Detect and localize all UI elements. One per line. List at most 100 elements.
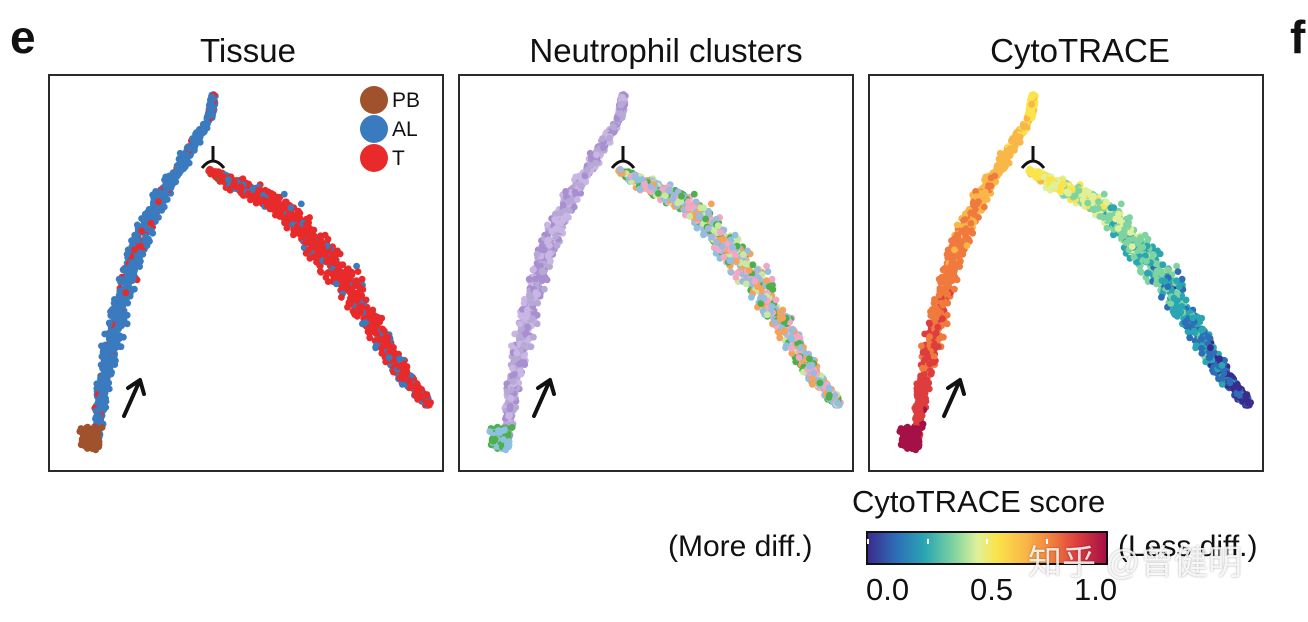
cell-point — [541, 246, 548, 254]
cell-point — [119, 315, 126, 323]
cell-point — [776, 334, 784, 342]
cell-point — [617, 166, 624, 174]
cell-point — [98, 342, 105, 350]
cell-point — [744, 260, 751, 268]
cell-point — [782, 342, 790, 349]
cell-point — [548, 227, 555, 235]
cell-point — [718, 243, 726, 250]
cell-point — [697, 204, 705, 212]
cell-point — [524, 323, 532, 331]
cell-point — [287, 204, 295, 212]
cell-point — [255, 187, 263, 194]
cell-point — [921, 330, 929, 338]
cell-point — [533, 311, 541, 319]
cell-point — [276, 213, 284, 220]
cell-point — [79, 436, 86, 444]
cell-point — [190, 144, 197, 151]
panel-title-tissue: Tissue — [200, 32, 296, 69]
cell-point — [122, 289, 130, 297]
cell-point — [298, 233, 306, 241]
cell-point — [339, 261, 347, 269]
cell-point — [136, 263, 143, 270]
legend-label-t: T — [392, 147, 405, 170]
cell-point — [565, 214, 572, 221]
cell-point — [692, 198, 700, 206]
cell-point — [746, 266, 753, 274]
cell-point — [147, 219, 155, 227]
cell-point — [292, 215, 300, 223]
cell-point — [280, 190, 288, 198]
cell-point — [294, 225, 302, 232]
cell-point — [584, 166, 591, 174]
cell-point — [489, 436, 496, 444]
cell-point — [163, 196, 171, 203]
legend-dot-al — [360, 115, 388, 143]
cell-point — [203, 115, 211, 122]
cell-point — [206, 110, 214, 117]
cell-point — [816, 379, 824, 387]
cell-points — [486, 91, 844, 454]
cell-point — [232, 183, 240, 191]
cell-point — [962, 232, 969, 240]
cell-point — [400, 369, 408, 377]
cell-point — [120, 333, 127, 341]
cell-point — [754, 266, 762, 274]
cell-point — [152, 188, 159, 195]
cell-point — [112, 329, 120, 337]
cell-point — [101, 330, 109, 338]
cell-point — [283, 224, 291, 232]
cell-point — [379, 326, 387, 333]
cell-point — [765, 283, 773, 290]
cell-point — [810, 369, 818, 377]
cell-point — [710, 226, 717, 234]
plot-tissue: PB AL T — [48, 74, 444, 472]
cell-point — [399, 374, 406, 382]
cell-point — [543, 231, 551, 239]
cell-point — [528, 299, 536, 307]
cell-point — [751, 277, 759, 285]
cell-point — [764, 268, 772, 275]
cell-point — [344, 266, 352, 274]
cell-point — [268, 192, 275, 200]
plot-neutrophil-clusters — [458, 74, 854, 472]
cell-point — [155, 198, 162, 205]
panel-label-e: e — [10, 11, 36, 63]
cell-point — [323, 258, 330, 265]
cell-point — [282, 198, 290, 206]
cell-point — [136, 242, 143, 249]
cell-point — [303, 239, 310, 246]
cell-point — [97, 386, 105, 394]
cell-point — [129, 268, 136, 276]
cell-point — [581, 172, 589, 180]
cell-point — [533, 251, 541, 258]
cell-point — [684, 205, 692, 212]
cell-point — [508, 342, 515, 350]
cell-points — [76, 91, 434, 454]
cell-point — [310, 253, 318, 261]
legend-dot-pb — [360, 86, 388, 114]
cell-point — [308, 243, 316, 250]
cell-point — [742, 280, 750, 288]
cell-point — [90, 436, 97, 443]
branch-point-marker — [610, 146, 636, 169]
cell-point — [606, 134, 613, 142]
cell-point — [600, 144, 607, 151]
cell-point — [347, 300, 355, 307]
branch-point-marker — [200, 146, 226, 169]
cell-point — [508, 424, 516, 431]
cell-point — [138, 227, 145, 235]
cell-point — [133, 221, 141, 229]
cell-point — [647, 183, 655, 191]
cell-point — [95, 412, 103, 420]
cell-point — [341, 277, 349, 285]
cell-point — [693, 224, 701, 232]
cell-point — [763, 311, 771, 319]
cell-point — [529, 315, 536, 323]
cell-point — [107, 370, 115, 378]
cell-point — [546, 250, 554, 258]
cell-point — [560, 201, 567, 209]
cell-point — [704, 225, 712, 232]
cell-point — [713, 239, 720, 246]
cell-point — [507, 394, 515, 402]
cell-point — [720, 235, 727, 243]
